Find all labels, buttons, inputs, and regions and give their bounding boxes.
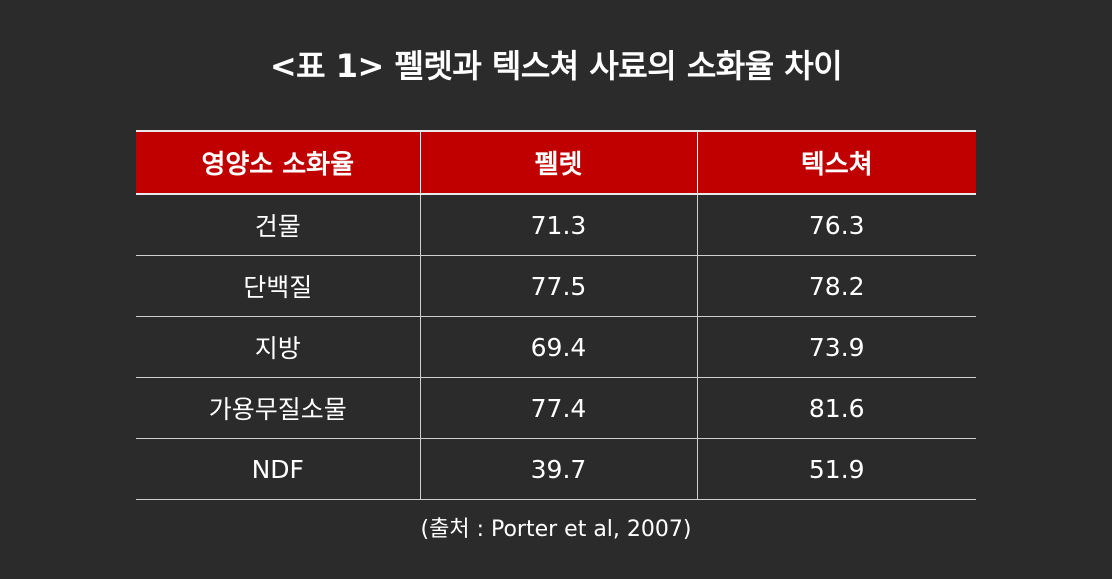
cell-pellet: 69.4 [419, 316, 697, 378]
table-body: 건물 71.3 76.3 단백질 77.5 78.2 지방 69.4 73.9 … [136, 194, 976, 500]
table-header: 영양소 소화율 펠렛 텍스쳐 [136, 130, 976, 195]
table-row: 지방 69.4 73.9 [136, 316, 976, 378]
source-citation: (출처 : Porter et al, 2007) [420, 517, 692, 542]
header-texture: 텍스쳐 [696, 130, 976, 195]
cell-nutrient: NDF [136, 438, 420, 500]
table-row: 가용무질소물 77.4 81.6 [136, 377, 976, 439]
cell-nutrient: 건물 [136, 194, 420, 256]
header-nutrient: 영양소 소화율 [136, 130, 420, 195]
header-pellet: 펠렛 [419, 130, 697, 195]
table-row: 단백질 77.5 78.2 [136, 255, 976, 317]
cell-pellet: 77.4 [419, 377, 697, 439]
cell-nutrient: 지방 [136, 316, 420, 378]
cell-pellet: 71.3 [419, 194, 697, 256]
digestibility-table: 영양소 소화율 펠렛 텍스쳐 건물 71.3 76.3 단백질 77.5 78.… [136, 130, 976, 500]
cell-nutrient: 단백질 [136, 255, 420, 317]
cell-texture: 78.2 [696, 255, 976, 317]
cell-texture: 51.9 [696, 438, 976, 500]
cell-texture: 73.9 [696, 316, 976, 378]
cell-nutrient: 가용무질소물 [136, 377, 420, 439]
cell-texture: 81.6 [696, 377, 976, 439]
table-row: 건물 71.3 76.3 [136, 194, 976, 256]
table-row: NDF 39.7 51.9 [136, 438, 976, 500]
cell-pellet: 77.5 [419, 255, 697, 317]
header-row: 영양소 소화율 펠렛 텍스쳐 [136, 130, 976, 195]
cell-texture: 76.3 [696, 194, 976, 256]
cell-pellet: 39.7 [419, 438, 697, 500]
page-title: <표 1> 펠렛과 텍스쳐 사료의 소화율 차이 [269, 47, 843, 85]
